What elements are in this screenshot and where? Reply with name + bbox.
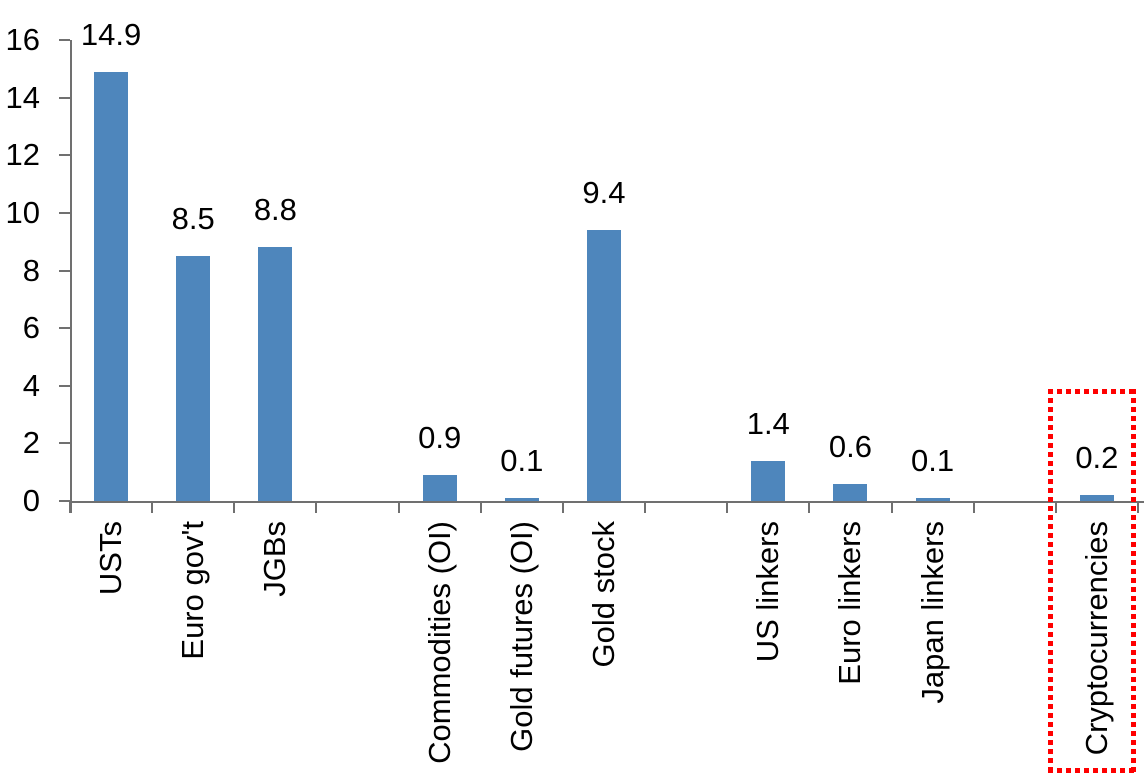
y-tick-label: 4 <box>22 367 40 403</box>
bar-cryptocurrencies <box>1079 495 1114 501</box>
highlight-box-edge <box>1047 389 1136 394</box>
y-tick-label: 12 <box>5 137 40 173</box>
bar-value-label: 0.2 <box>1075 440 1119 476</box>
y-tick <box>59 211 70 214</box>
y-tick-label: 0 <box>22 483 40 518</box>
y-tick <box>59 327 70 330</box>
x-tick <box>315 503 318 513</box>
bar-value-label: 0.9 <box>418 420 462 456</box>
bar-value-label: 14.9 <box>80 16 142 52</box>
bar-value-label: 0.1 <box>911 443 955 479</box>
x-tick <box>726 503 729 513</box>
y-tick <box>59 500 70 502</box>
y-tick-label: 10 <box>5 194 40 230</box>
y-tick-label: 16 <box>5 22 40 57</box>
bar-value-label: 8.5 <box>171 201 215 237</box>
x-tick <box>479 503 482 513</box>
x-tick <box>397 503 400 513</box>
bar-usts <box>94 71 129 501</box>
bar-value-label: 1.4 <box>746 405 790 441</box>
y-tick-label: 2 <box>22 425 40 461</box>
bar-value-label: 0.1 <box>500 443 544 479</box>
x-axis-line <box>69 501 1144 503</box>
x-tick <box>1054 503 1057 513</box>
y-tick-label: 6 <box>22 310 40 346</box>
bar-gold-stock <box>586 230 621 501</box>
x-tick <box>972 503 975 513</box>
x-category-label: Gold stock <box>585 521 621 668</box>
bar-value-label: 9.4 <box>582 175 626 211</box>
y-tick <box>59 269 70 272</box>
x-category-label: US linkers <box>750 521 786 663</box>
x-tick <box>233 503 236 513</box>
bar-value-label: 8.8 <box>253 192 297 228</box>
x-tick <box>1136 503 1139 513</box>
x-category-label: JGBs <box>257 521 293 597</box>
y-tick <box>59 442 70 445</box>
x-category-label: Euro linkers <box>832 521 868 685</box>
highlight-box-edge <box>1130 389 1136 773</box>
bar-japan-linkers <box>915 498 950 501</box>
bar-gold-futures-oi- <box>504 498 539 501</box>
x-tick <box>644 503 647 513</box>
bar-jgbs <box>258 247 293 501</box>
x-category-label: Gold futures (OI) <box>503 521 539 752</box>
y-tick-label: 8 <box>22 252 40 288</box>
x-tick <box>890 503 893 513</box>
x-category-label: Euro gov't <box>175 521 211 660</box>
x-category-label: Commodities (OI) <box>421 521 457 764</box>
y-tick <box>59 39 70 41</box>
x-category-label: Japan linkers <box>914 521 950 704</box>
highlight-box-edge <box>1047 389 1053 773</box>
x-category-label: USTs <box>93 521 129 596</box>
y-tick <box>59 154 70 157</box>
cryptocurrencies-highlight-box <box>1047 389 1136 773</box>
x-tick <box>151 503 154 513</box>
y-axis-line <box>70 40 72 513</box>
highlight-box-edge <box>1047 768 1136 773</box>
x-tick <box>808 503 811 513</box>
y-tick-label: 14 <box>5 79 40 115</box>
x-tick <box>69 503 71 513</box>
y-tick <box>59 96 70 99</box>
bar-euro-gov-t <box>176 256 211 501</box>
bar-us-linkers <box>751 460 786 501</box>
bar-value-label: 0.6 <box>828 428 872 464</box>
bar-euro-linkers <box>833 483 868 501</box>
bar-commodities-oi- <box>422 475 457 501</box>
y-tick <box>59 384 70 387</box>
x-tick <box>561 503 564 513</box>
